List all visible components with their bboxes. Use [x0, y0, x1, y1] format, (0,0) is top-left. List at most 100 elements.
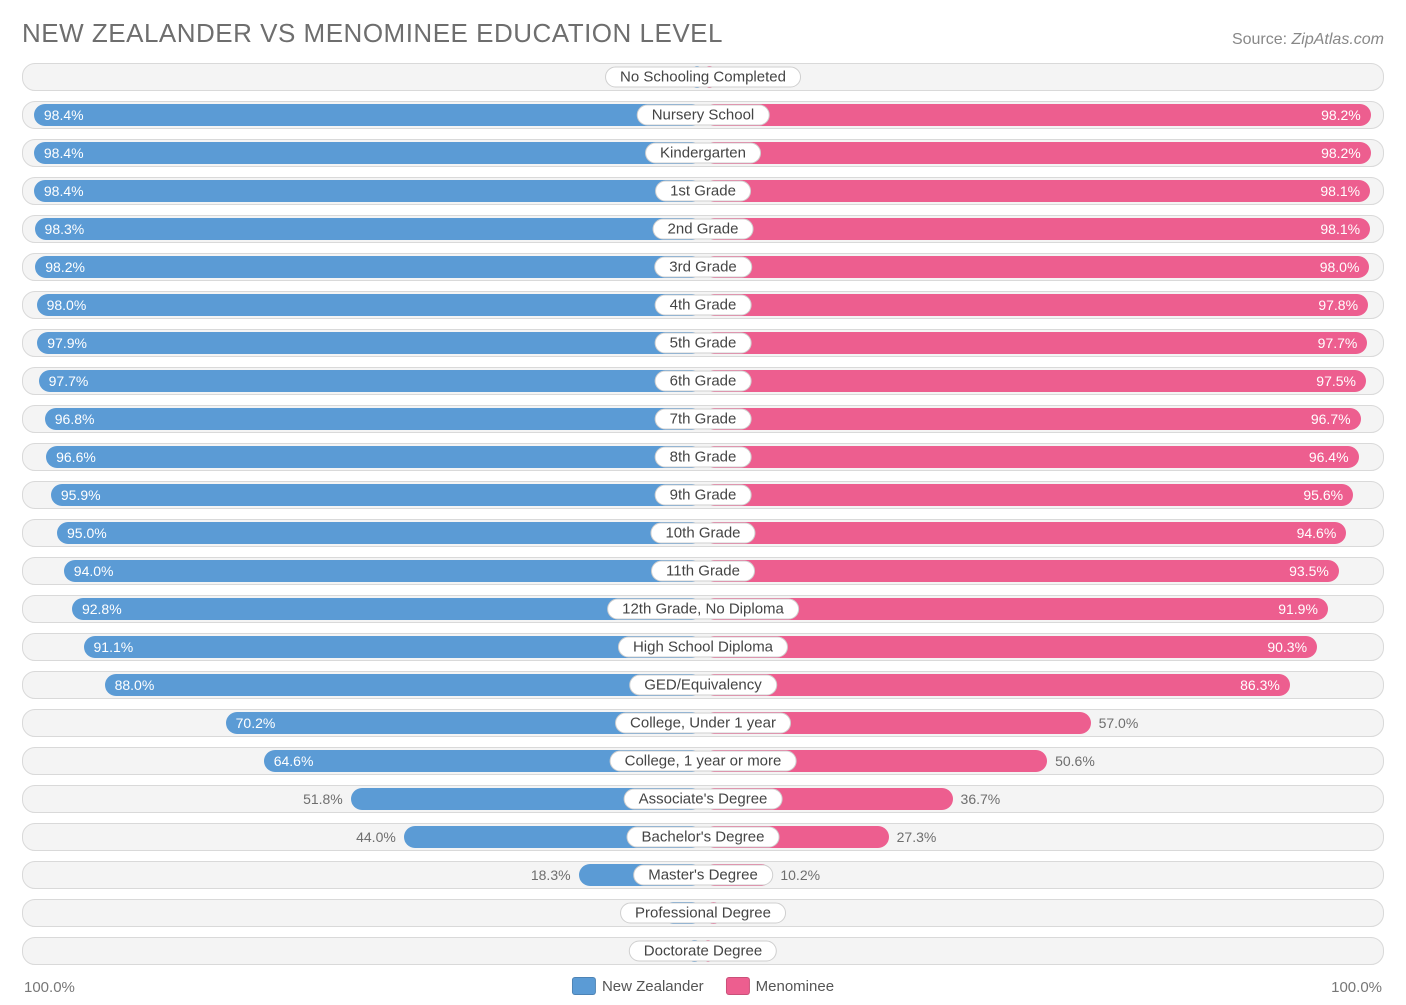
bar-row: 98.3%98.1%2nd Grade	[22, 215, 1384, 243]
value-left: 98.4%	[34, 102, 84, 128]
chart-container: NEW ZEALANDER VS MENOMINEE EDUCATION LEV…	[0, 0, 1406, 976]
bar-row: 64.6% 50.6% College, 1 year or more	[22, 747, 1384, 775]
bar-right	[703, 484, 1353, 506]
value-left: 98.2%	[35, 254, 85, 280]
bar-right	[703, 142, 1371, 164]
bar-right	[703, 408, 1361, 430]
value-left: 98.4%	[34, 140, 84, 166]
value-right: 57.0%	[1091, 710, 1139, 736]
value-left: 98.0%	[37, 292, 87, 318]
legend-swatch-right	[726, 977, 750, 995]
value-left: 18.3%	[531, 862, 579, 888]
category-label: Kindergarten	[645, 143, 761, 164]
bar-row: 98.4% 98.2% Nursery School	[22, 101, 1384, 129]
bar-row: 44.0%27.3%Bachelor's Degree	[22, 823, 1384, 851]
category-label: Doctorate Degree	[629, 941, 777, 962]
bar-left	[45, 408, 703, 430]
category-label: 5th Grade	[655, 333, 752, 354]
bar-left	[46, 446, 703, 468]
category-label: 4th Grade	[655, 295, 752, 316]
bar-row: 18.3% 10.2%Master's Degree	[22, 861, 1384, 889]
bar-row: 94.0%93.5%11th Grade	[22, 557, 1384, 585]
bar-row: 97.7% 97.5% 6th Grade	[22, 367, 1384, 395]
category-label: Nursery School	[637, 105, 770, 126]
source-prefix: Source:	[1232, 31, 1292, 48]
legend: New Zealander Menominee	[572, 977, 834, 995]
category-label: 9th Grade	[655, 485, 752, 506]
value-left: 88.0%	[105, 672, 155, 698]
bar-left	[57, 522, 703, 544]
bar-left	[37, 332, 703, 354]
value-left: 92.8%	[72, 596, 122, 622]
bar-left	[35, 218, 703, 240]
value-left: 98.4%	[34, 178, 84, 204]
value-right: 97.5%	[1316, 368, 1366, 394]
value-right: 10.2%	[772, 862, 820, 888]
bar-row: 51.8%36.7%Associate's Degree	[22, 785, 1384, 813]
value-left: 95.9%	[51, 482, 101, 508]
category-label: 10th Grade	[650, 523, 755, 544]
bar-row: 98.2%98.0%3rd Grade	[22, 253, 1384, 281]
value-right: 93.5%	[1289, 558, 1339, 584]
category-label: 12th Grade, No Diploma	[607, 599, 799, 620]
value-left: 95.0%	[57, 520, 107, 546]
bar-left	[34, 104, 703, 126]
bar-right	[703, 332, 1367, 354]
bar-right	[703, 218, 1370, 240]
bar-row: 2.5%1.4%Doctorate Degree	[22, 937, 1384, 965]
axis-area: 100.0% New Zealander Menominee 100.0%	[22, 975, 1384, 1005]
bar-left	[34, 180, 703, 202]
bar-right	[703, 674, 1290, 696]
bar-right	[703, 256, 1369, 278]
axis-left-label: 100.0%	[24, 979, 75, 996]
bar-row: 95.9% 95.6% 9th Grade	[22, 481, 1384, 509]
value-right: 98.2%	[1321, 102, 1371, 128]
category-label: 3rd Grade	[654, 257, 752, 278]
category-label: 1st Grade	[655, 181, 751, 202]
value-left: 91.1%	[84, 634, 134, 660]
value-right: 91.9%	[1278, 596, 1328, 622]
value-right: 27.3%	[889, 824, 937, 850]
value-right: 95.6%	[1303, 482, 1353, 508]
source-name: ZipAtlas.com	[1292, 31, 1384, 48]
value-right: 90.3%	[1267, 634, 1317, 660]
value-left: 97.9%	[37, 330, 87, 356]
bar-row: 92.8% 91.9% 12th Grade, No Diploma	[22, 595, 1384, 623]
category-label: High School Diploma	[618, 637, 788, 658]
bar-row: 70.2%57.0%College, Under 1 year	[22, 709, 1384, 737]
category-label: 6th Grade	[655, 371, 752, 392]
bar-left	[51, 484, 703, 506]
bar-right	[703, 370, 1366, 392]
category-label: Master's Degree	[633, 865, 773, 886]
value-right: 50.6%	[1047, 748, 1095, 774]
legend-item-right: Menominee	[726, 977, 834, 995]
value-left: 97.7%	[39, 368, 89, 394]
value-right: 86.3%	[1240, 672, 1290, 698]
bar-row: 88.0% 86.3% GED/Equivalency	[22, 671, 1384, 699]
category-label: No Schooling Completed	[605, 67, 801, 88]
bar-row: 6.0%3.1%Professional Degree	[22, 899, 1384, 927]
category-label: Associate's Degree	[624, 789, 783, 810]
bar-right	[703, 180, 1370, 202]
value-left: 44.0%	[356, 824, 404, 850]
chart-title: NEW ZEALANDER VS MENOMINEE EDUCATION LEV…	[22, 18, 723, 49]
legend-item-left: New Zealander	[572, 977, 704, 995]
value-right: 96.4%	[1309, 444, 1359, 470]
bar-row: 98.4%98.2%Kindergarten	[22, 139, 1384, 167]
bar-left	[84, 636, 703, 658]
legend-label-left: New Zealander	[602, 978, 704, 995]
header: NEW ZEALANDER VS MENOMINEE EDUCATION LEV…	[22, 18, 1384, 49]
value-right: 98.1%	[1320, 178, 1370, 204]
value-left: 96.6%	[46, 444, 96, 470]
category-label: 11th Grade	[651, 561, 755, 582]
value-left: 98.3%	[35, 216, 85, 242]
bar-row: 91.1% 90.3% High School Diploma	[22, 633, 1384, 661]
bar-right	[703, 446, 1359, 468]
category-label: GED/Equivalency	[629, 675, 777, 696]
bar-row: 97.9%97.7%5th Grade	[22, 329, 1384, 357]
bar-right	[703, 104, 1371, 126]
value-left: 64.6%	[264, 748, 314, 774]
category-label: College, 1 year or more	[610, 751, 797, 772]
bar-left	[34, 142, 703, 164]
bar-row: 98.4% 98.1% 1st Grade	[22, 177, 1384, 205]
